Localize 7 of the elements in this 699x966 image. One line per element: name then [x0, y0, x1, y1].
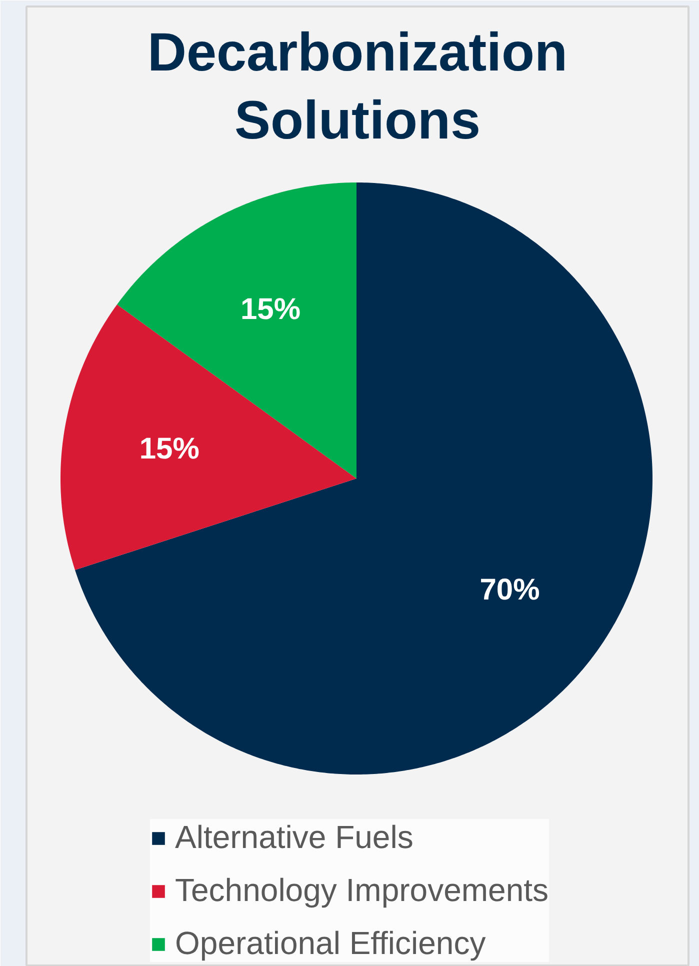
legend-label: Technology Improvements — [175, 872, 549, 909]
data-label: 70% — [480, 573, 540, 606]
legend-label: Operational Efficiency — [175, 925, 486, 962]
data-label: 15% — [240, 293, 301, 326]
legend-label: Alternative Fuels — [175, 819, 414, 856]
chart-title: Decarbonization Solutions — [147, 22, 568, 150]
data-label: 15% — [139, 432, 200, 466]
